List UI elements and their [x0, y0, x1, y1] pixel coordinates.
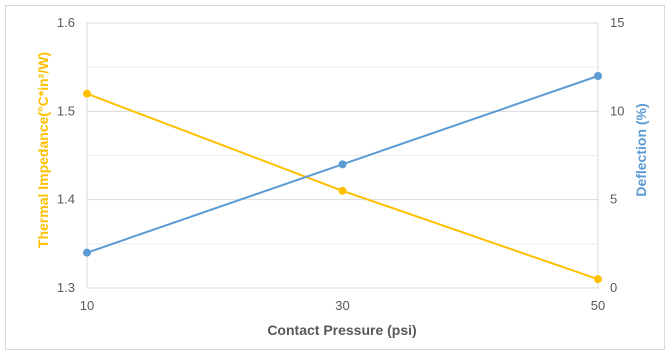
y-left-tick-label: 1.5: [57, 103, 75, 118]
y-right-axis-title: Deflection (%): [633, 103, 649, 196]
x-axis-title: Contact Pressure (psi): [267, 322, 416, 338]
gridlines: [86, 22, 599, 289]
y-left-axis-title: Thermal Impedance(°C*in²/W): [35, 52, 51, 248]
y-right-tick-label: 15: [610, 15, 624, 30]
thermal-impedance-point: [338, 186, 347, 195]
thermal-impedance-line: [86, 92, 599, 281]
chart-frame: [5, 5, 665, 350]
thermal-impedance-point: [83, 89, 91, 98]
plot-area-border: [86, 22, 599, 289]
y-right-tick-label: 10: [610, 103, 624, 118]
deflection-point: [83, 248, 91, 257]
deflection-point: [338, 160, 347, 169]
deflection-point: [594, 72, 602, 80]
thermal-impedance-point: [594, 275, 602, 284]
x-tick-label: 30: [335, 298, 349, 313]
x-tick-label: 50: [591, 298, 605, 313]
x-tick-label: 10: [80, 298, 94, 313]
y-right-tick-label: 0: [610, 280, 617, 295]
series-layer: [83, 72, 602, 284]
y-left-tick-label: 1.4: [57, 192, 75, 207]
y-right-tick-label: 5: [610, 192, 617, 207]
y-left-tick-label: 1.6: [57, 15, 75, 30]
y-left-tick-label: 1.3: [57, 280, 75, 295]
